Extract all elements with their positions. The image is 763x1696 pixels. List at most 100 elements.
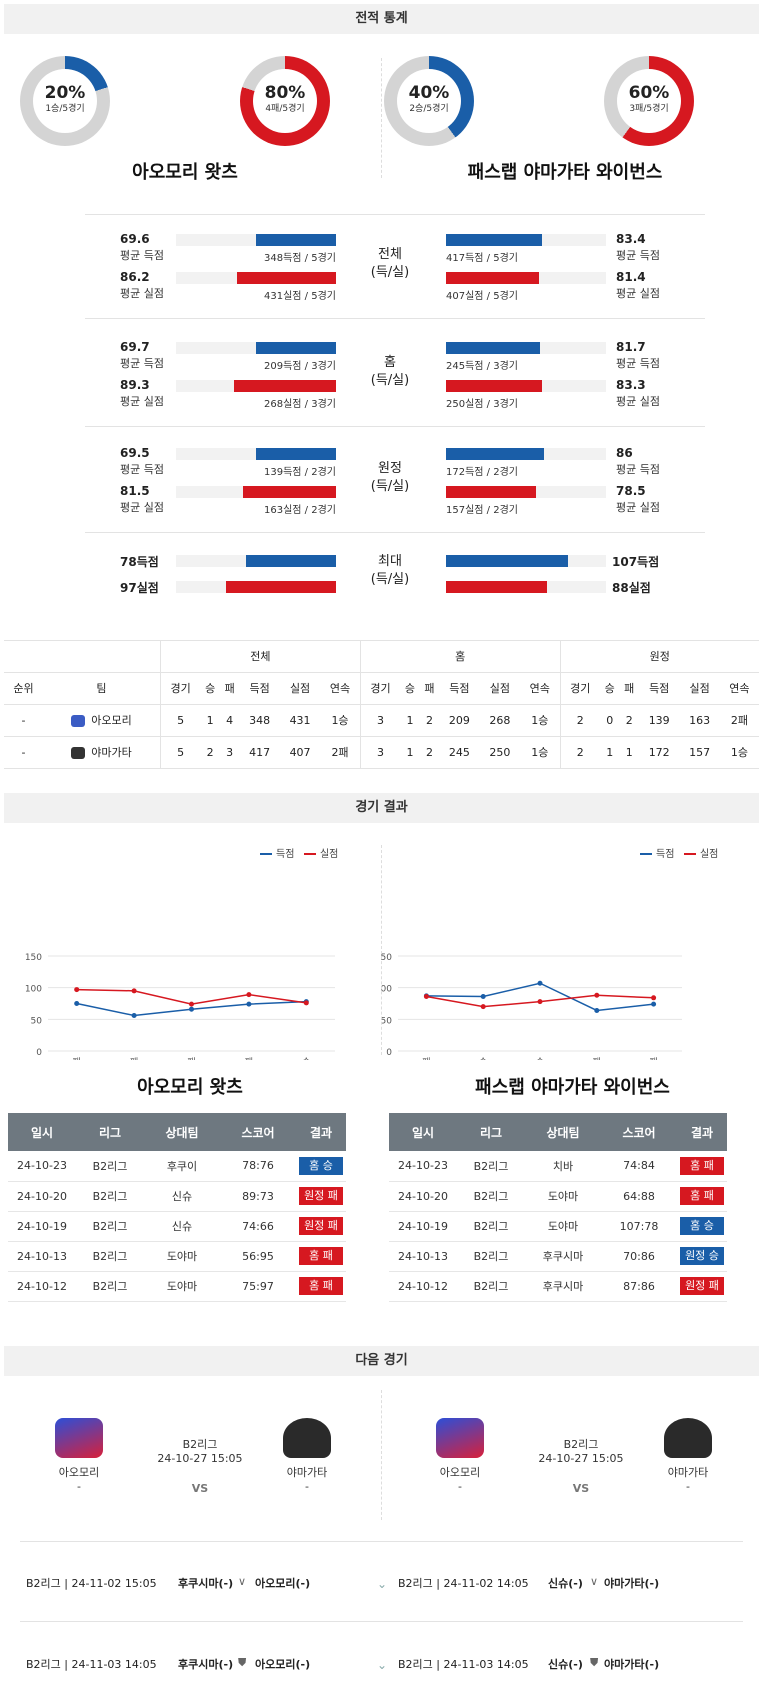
result-badge: 원정 패 xyxy=(299,1217,343,1235)
results-cell: 원정 패 xyxy=(677,1271,727,1302)
conceded-point xyxy=(189,1001,194,1007)
standings-column-header: 팀 xyxy=(43,672,161,704)
aomori-logo-icon[interactable] xyxy=(55,1418,103,1458)
x-tick-label: 패 xyxy=(130,1057,138,1060)
next-home-team[interactable]: 아오모리 xyxy=(439,1466,481,1479)
standings-cell: 0 xyxy=(600,704,620,736)
standings-cell: 3 xyxy=(360,704,400,736)
results-cell: 도야마 xyxy=(525,1211,601,1242)
standings-column-header: 연속 xyxy=(520,672,561,704)
results-cell: 신슈 xyxy=(144,1181,220,1212)
left-avg-value: 69.5 xyxy=(120,446,150,460)
standings-value: 2 xyxy=(425,713,433,727)
results-column-header: 스코어 xyxy=(601,1113,677,1151)
results-value: 치바 xyxy=(552,1159,574,1173)
donut-percent: 20% xyxy=(44,83,86,103)
column-divider xyxy=(381,845,382,1055)
table-row: 24-10-19 B2리그 신슈 74:66 원정 패 xyxy=(8,1211,346,1242)
results-cell: 74:84 xyxy=(601,1151,677,1182)
yamagata-logo-icon[interactable] xyxy=(664,1418,712,1458)
y-tick-label: 150 xyxy=(381,953,392,963)
standings-cell: 1 xyxy=(600,736,620,768)
chart-legend-left: 득점 실점 xyxy=(260,845,338,860)
results-column-header: 리그 xyxy=(457,1113,525,1151)
fixture-info[interactable]: B2리그 | 24-11-03 14:05 xyxy=(26,1658,157,1671)
results-value: 74:84 xyxy=(623,1159,655,1173)
home-team-name: 아오모리 왓츠 xyxy=(132,162,238,183)
results-value: 24-10-20 xyxy=(398,1189,448,1203)
donut-record: 2승/5경기 xyxy=(409,104,449,114)
right-avg-value: 83.4 xyxy=(616,232,646,246)
standings-cell: 417 xyxy=(239,736,279,768)
aomori-logo-icon xyxy=(71,715,86,727)
standings-team-cell[interactable]: 야마가타 xyxy=(43,736,161,768)
scored-point xyxy=(74,1001,80,1006)
scored-bar xyxy=(256,448,336,460)
legend-conceded-swatch xyxy=(303,853,316,855)
standings-cell: 2패 xyxy=(720,704,759,736)
table-row: 24-10-20 B2리그 도야마 64:88 홈 패 xyxy=(389,1181,727,1212)
results-cell: B2리그 xyxy=(76,1181,144,1212)
next-datetime: 24-10-27 15:05 xyxy=(538,1452,624,1465)
bar-detail: 431실점 / 5경기 xyxy=(264,291,336,302)
results-cell: 89:73 xyxy=(220,1181,296,1212)
left-avg-label: 평균 득점 xyxy=(120,357,164,370)
standings-value: 2 xyxy=(206,745,214,759)
next-away-team[interactable]: 야마가타 xyxy=(667,1466,709,1479)
standings-column-header: 승 xyxy=(205,682,216,695)
standings-cell: 209 xyxy=(439,704,479,736)
next-home-team[interactable]: 아오모리 xyxy=(58,1466,100,1479)
yamagata-logo-icon[interactable] xyxy=(283,1418,331,1458)
column-divider xyxy=(381,58,382,178)
conceded-point xyxy=(651,995,657,1001)
conceded-point xyxy=(594,992,600,998)
results-cell: 56:95 xyxy=(220,1241,296,1272)
chevron-down-icon[interactable]: ⌄ xyxy=(377,1577,388,1591)
fixture-info[interactable]: B2리그 | 24-11-02 15:05 xyxy=(26,1577,157,1590)
results-value: 64:88 xyxy=(623,1189,655,1203)
section-header-next: 다음 경기 xyxy=(4,1346,759,1376)
results-cell: B2리그 xyxy=(457,1271,525,1302)
bar-detail: 209득점 / 3경기 xyxy=(264,361,336,372)
standings-cell: 2 xyxy=(420,704,440,736)
results-cell: 64:88 xyxy=(601,1181,677,1212)
chevron-down-icon[interactable]: ⌄ xyxy=(377,1658,388,1672)
aomori-logo-icon[interactable] xyxy=(436,1418,484,1458)
x-tick-label: 패 xyxy=(649,1057,657,1060)
standings-cell: - xyxy=(4,736,43,768)
results-cell: B2리그 xyxy=(457,1151,525,1182)
standings-value: 268 xyxy=(489,713,511,727)
standings-cell: 5 xyxy=(160,704,200,736)
result-badge: 홈 패 xyxy=(680,1187,724,1205)
standings-cell: 1 xyxy=(400,704,420,736)
standings-value: 250 xyxy=(489,745,511,759)
scored-point xyxy=(594,1007,600,1013)
left-avg-label: 평균 실점 xyxy=(120,287,164,300)
bar-detail: 407실점 / 5경기 xyxy=(446,291,518,302)
fixture-info[interactable]: B2리그 | 24-11-03 14:05 xyxy=(398,1658,529,1671)
next-away-team[interactable]: 야마가타 xyxy=(286,1466,328,1479)
results-cell: 신슈 xyxy=(144,1211,220,1242)
standings-value: 348 xyxy=(249,713,271,727)
result-badge: 홈 승 xyxy=(299,1156,343,1175)
y-tick-label: 50 xyxy=(31,1016,43,1026)
left-max-value: 78득점 xyxy=(120,555,159,569)
donut-record: 4패/5경기 xyxy=(265,104,305,114)
divider xyxy=(20,1541,743,1542)
results-cell: B2리그 xyxy=(76,1271,144,1302)
standings-cell: 250 xyxy=(480,736,520,768)
results-cell: 24-10-23 xyxy=(389,1151,457,1182)
result-badge: 원정 패 xyxy=(299,1187,343,1205)
fixture-info[interactable]: B2리그 | 24-11-02 14:05 xyxy=(398,1577,529,1590)
fixture-team: 아오모리(-) xyxy=(255,1577,311,1590)
comparison-category: 전체 (득/실) xyxy=(370,247,410,280)
standings-team-cell[interactable]: 아오모리 xyxy=(43,704,161,736)
x-tick-label: 패 xyxy=(187,1057,195,1060)
donut-percent: 60% xyxy=(628,83,670,103)
next-away-sub: - xyxy=(305,1480,309,1493)
next-datetime: 24-10-27 15:05 xyxy=(157,1452,243,1465)
group-home: 홈 xyxy=(360,640,561,672)
results-value: 70:86 xyxy=(623,1249,655,1263)
standings-cell: 3 xyxy=(360,736,400,768)
away-results-title: 패스랩 야마가타 와이번스 xyxy=(475,1077,670,1098)
